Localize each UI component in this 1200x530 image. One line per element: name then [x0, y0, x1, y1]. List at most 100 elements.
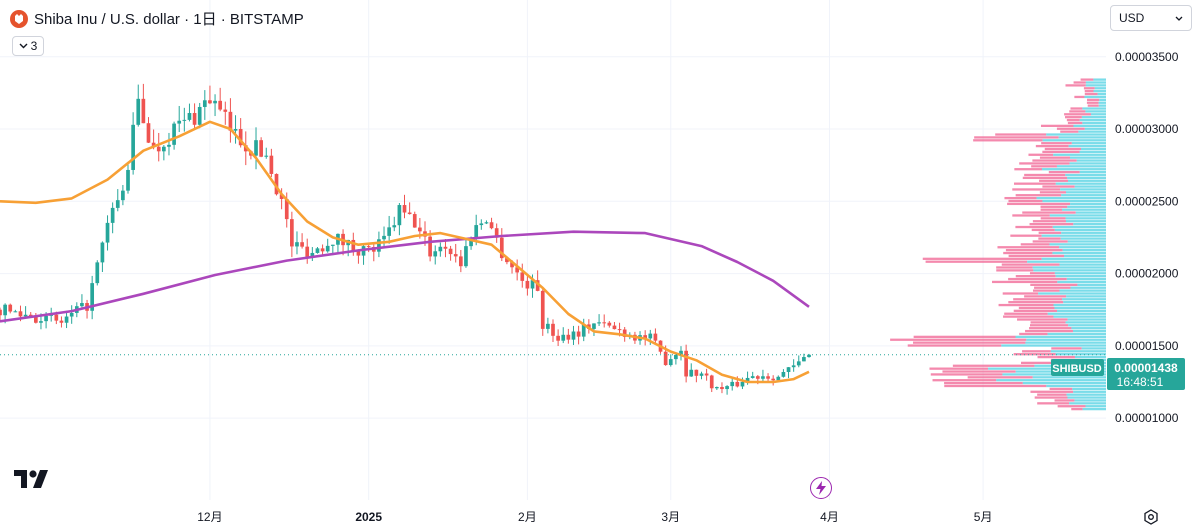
candle-body: [162, 146, 166, 152]
volume-profile-bar: [1065, 116, 1082, 119]
candle-body: [781, 372, 786, 377]
candle-body: [761, 376, 765, 379]
volume-profile-bar: [1034, 396, 1068, 399]
candle-body: [402, 205, 407, 213]
candle-body: [725, 386, 729, 390]
volume-profile-bar: [1081, 147, 1106, 151]
volume-profile-bar: [1022, 211, 1076, 214]
gear-icon[interactable]: [1143, 509, 1159, 530]
candle-body: [18, 311, 23, 317]
volume-profile-bar: [992, 280, 1058, 284]
x-tick-label: 5月: [974, 510, 993, 524]
volume-profile-bar: [1039, 156, 1070, 159]
volume-profile-bar: [997, 246, 1060, 249]
volume-profile-bar: [1070, 286, 1106, 289]
volume-profile-bar: [1004, 196, 1037, 200]
volume-profile-bar: [1061, 194, 1106, 197]
volume-profile-bar: [1032, 220, 1066, 223]
volume-profile-bar: [974, 136, 1059, 139]
volume-profile-bar: [1032, 240, 1068, 243]
candle-body: [448, 248, 453, 255]
volume-profile-bar: [1074, 355, 1106, 359]
volume-profile-bar: [1067, 121, 1083, 125]
candle-body: [648, 333, 653, 339]
volume-profile-bar: [1099, 98, 1106, 101]
volume-profile-bar: [1032, 266, 1106, 269]
candle-body: [576, 331, 581, 337]
candle-body: [131, 124, 135, 170]
volume-profile-bar: [1071, 327, 1106, 330]
volume-profile-bar: [1057, 405, 1086, 408]
candle-body: [264, 155, 269, 157]
candle-body: [499, 237, 504, 259]
currency-selector[interactable]: USD: [1110, 5, 1192, 31]
volume-profile-bar: [1031, 165, 1057, 168]
candle-body: [325, 245, 330, 252]
volume-profile-bar: [913, 335, 1016, 339]
candle-body: [3, 304, 7, 316]
candle-body: [418, 227, 422, 232]
volume-profile-bar: [996, 266, 1033, 269]
candle-body: [602, 322, 607, 324]
x-tick-label: 2025: [355, 510, 382, 524]
volume-profile-bar: [1054, 306, 1106, 310]
candle-body: [699, 373, 704, 376]
volume-profile-bar: [1069, 402, 1106, 405]
candle-body: [546, 323, 550, 329]
candle-body: [479, 223, 484, 226]
volume-profile-bar: [1082, 407, 1106, 411]
volume-profile-bar: [1060, 237, 1106, 240]
indicators-toggle[interactable]: 3: [12, 36, 44, 56]
volume-profile-bar: [1066, 191, 1106, 194]
volume-profile-bar: [1035, 144, 1069, 148]
volume-profile-bar: [1068, 144, 1106, 148]
candle-body: [515, 267, 520, 273]
candle-body: [786, 367, 791, 373]
volume-profile-bar: [1042, 139, 1106, 142]
volume-profile-bar: [1064, 113, 1091, 116]
volume-profile-bar: [1054, 228, 1106, 232]
volume-profile-bar: [1087, 104, 1099, 107]
candle-body: [330, 244, 335, 246]
symbol-header[interactable]: Shiba Inu / U.S. dollar · 1日 · BITSTAMP: [10, 8, 304, 29]
tradingview-logo-icon[interactable]: [14, 470, 48, 493]
candle-body: [366, 246, 371, 248]
candle-body: [290, 219, 294, 247]
volume-profile-bar: [1039, 179, 1069, 182]
volume-profile-bar: [1021, 361, 1067, 365]
candle-body: [433, 251, 438, 257]
volume-profile-bar: [1038, 231, 1062, 234]
volume-profile-bar: [1051, 347, 1082, 350]
indicators-count: 3: [30, 39, 38, 53]
lightning-icon[interactable]: [810, 477, 832, 499]
candle-body: [474, 225, 479, 238]
volume-profile-bar: [1041, 234, 1106, 237]
volume-profile-bar: [1076, 159, 1106, 162]
volume-profile-bar: [1071, 142, 1106, 145]
volume-profile-bar: [1040, 208, 1063, 211]
volume-profile-bar: [925, 260, 1028, 263]
volume-profile-bar: [930, 373, 1003, 376]
volume-profile-bar: [1053, 315, 1106, 318]
volume-profile-bar: [1046, 384, 1106, 388]
candle-body: [443, 246, 448, 249]
volume-profile-bar: [1093, 90, 1106, 93]
volume-profile-bar: [1022, 381, 1106, 385]
candle-body: [720, 387, 724, 390]
volume-profile-bar: [1048, 170, 1080, 174]
volume-profile-bar: [1053, 153, 1106, 156]
volume-profile-bar: [1008, 301, 1064, 304]
volume-profile-bar: [1056, 165, 1106, 168]
candle-body: [612, 325, 617, 330]
volume-profile-bar: [1042, 150, 1080, 154]
volume-profile-bar: [1031, 228, 1055, 232]
volume-profile-bar: [913, 341, 1026, 344]
volume-profile-bar: [1074, 185, 1106, 188]
candle-body: [223, 109, 228, 112]
volume-profile-bar: [1036, 196, 1106, 200]
volume-profile-bar: [1034, 286, 1071, 289]
volume-profile-bar: [1083, 87, 1095, 90]
candle-body: [13, 311, 18, 313]
candle-body: [238, 128, 243, 146]
